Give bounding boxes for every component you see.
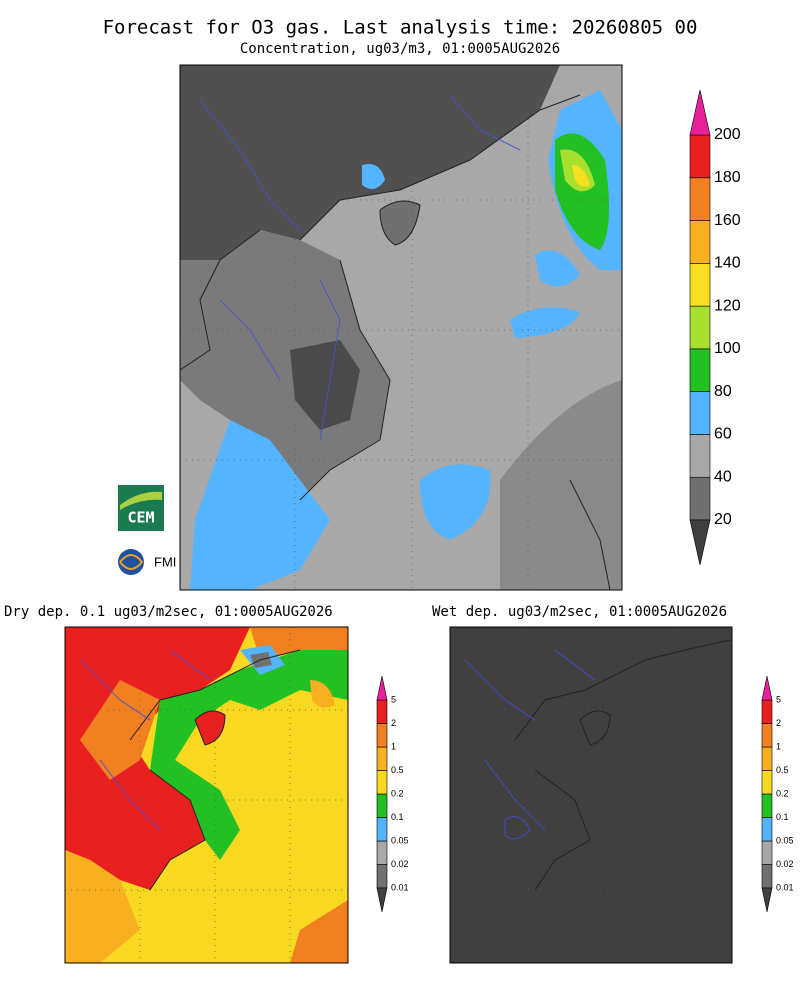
colorbar-label: 2 — [776, 718, 781, 728]
colorbar-segment — [376, 723, 388, 748]
colorbar-segment — [689, 263, 711, 307]
colorbar-label: 120 — [714, 297, 741, 314]
colorbar-segment — [761, 793, 773, 818]
colorbar-segment — [689, 434, 711, 478]
colorbar-label: 60 — [714, 426, 732, 443]
colorbar-segment — [689, 134, 711, 179]
colorbar-label: 0.02 — [776, 859, 794, 869]
colorbar-label: 0.5 — [391, 765, 404, 775]
colorbar-label: 0.1 — [776, 812, 789, 822]
colorbar-segment — [376, 793, 388, 818]
colorbar-segment — [376, 864, 388, 889]
colorbar-segment — [689, 220, 711, 264]
cem-label: CEM — [127, 509, 154, 527]
colorbar-label: 100 — [714, 340, 741, 357]
colorbar-label: 0.1 — [391, 812, 404, 822]
colorbar-segment — [376, 817, 388, 842]
fmi-logo: FMI — [118, 549, 176, 575]
colorbar-segment — [376, 746, 388, 771]
dry-map — [64, 626, 349, 964]
colorbar-label: 0.01 — [776, 882, 794, 892]
colorbar-segment — [761, 746, 773, 771]
colorbar-over — [689, 89, 711, 136]
wet-map — [449, 626, 733, 964]
colorbar-label: 0.5 — [776, 765, 789, 775]
colorbar-label: 0.05 — [776, 835, 794, 845]
main-title: Forecast for O3 gas. Last analysis time:… — [103, 17, 698, 39]
colorbar-label: 1 — [391, 741, 396, 751]
colorbar-segment — [376, 699, 388, 724]
colorbar-over — [761, 675, 773, 701]
colorbar-label: 2 — [391, 718, 396, 728]
colorbar-segment — [761, 699, 773, 724]
colorbar-segment — [376, 840, 388, 865]
colorbar-segment — [689, 391, 711, 435]
cem-logo: CEM — [118, 485, 164, 531]
colorbar-segment — [761, 817, 773, 842]
colorbar-label: 5 — [391, 694, 396, 704]
colorbar-segment — [689, 177, 711, 221]
colorbar-under — [689, 519, 711, 566]
colorbar-label: 0.2 — [391, 788, 404, 798]
colorbar-segment — [689, 305, 711, 350]
colorbar-label: 0.02 — [391, 859, 409, 869]
fmi-label: FMI — [154, 554, 176, 569]
colorbar-segment — [689, 476, 711, 521]
colorbar-segment — [761, 840, 773, 865]
colorbar-label: 200 — [714, 126, 741, 143]
colorbar-label: 20 — [714, 511, 732, 528]
colorbar-label: 160 — [714, 212, 741, 229]
colorbar-label: 0.01 — [391, 882, 409, 892]
dry-title: Dry dep. 0.1 ug03/m2sec, 01:0005AUG2026 — [4, 604, 333, 620]
colorbar-segment — [761, 864, 773, 889]
colorbar-label: 140 — [714, 255, 741, 272]
colorbar-segment — [689, 348, 711, 392]
colorbar-label: 5 — [776, 694, 781, 704]
colorbar-segment — [761, 770, 773, 795]
colorbar-label: 1 — [776, 741, 781, 751]
colorbar-under — [761, 887, 773, 913]
colorbar-label: 80 — [714, 383, 732, 400]
colorbar-segment — [761, 723, 773, 748]
colorbar-under — [376, 887, 388, 913]
colorbar-label: 0.2 — [776, 788, 789, 798]
main-subtitle: Concentration, ug03/m3, 01:0005AUG2026 — [240, 41, 560, 57]
colorbar-label: 0.05 — [391, 835, 409, 845]
colorbar-label: 180 — [714, 169, 741, 186]
main-map — [179, 64, 623, 591]
colorbar-over — [376, 675, 388, 701]
colorbar-segment — [376, 770, 388, 795]
colorbar-label: 40 — [714, 468, 732, 485]
wet-title: Wet dep. ug03/m2sec, 01:0005AUG2026 — [432, 604, 727, 620]
